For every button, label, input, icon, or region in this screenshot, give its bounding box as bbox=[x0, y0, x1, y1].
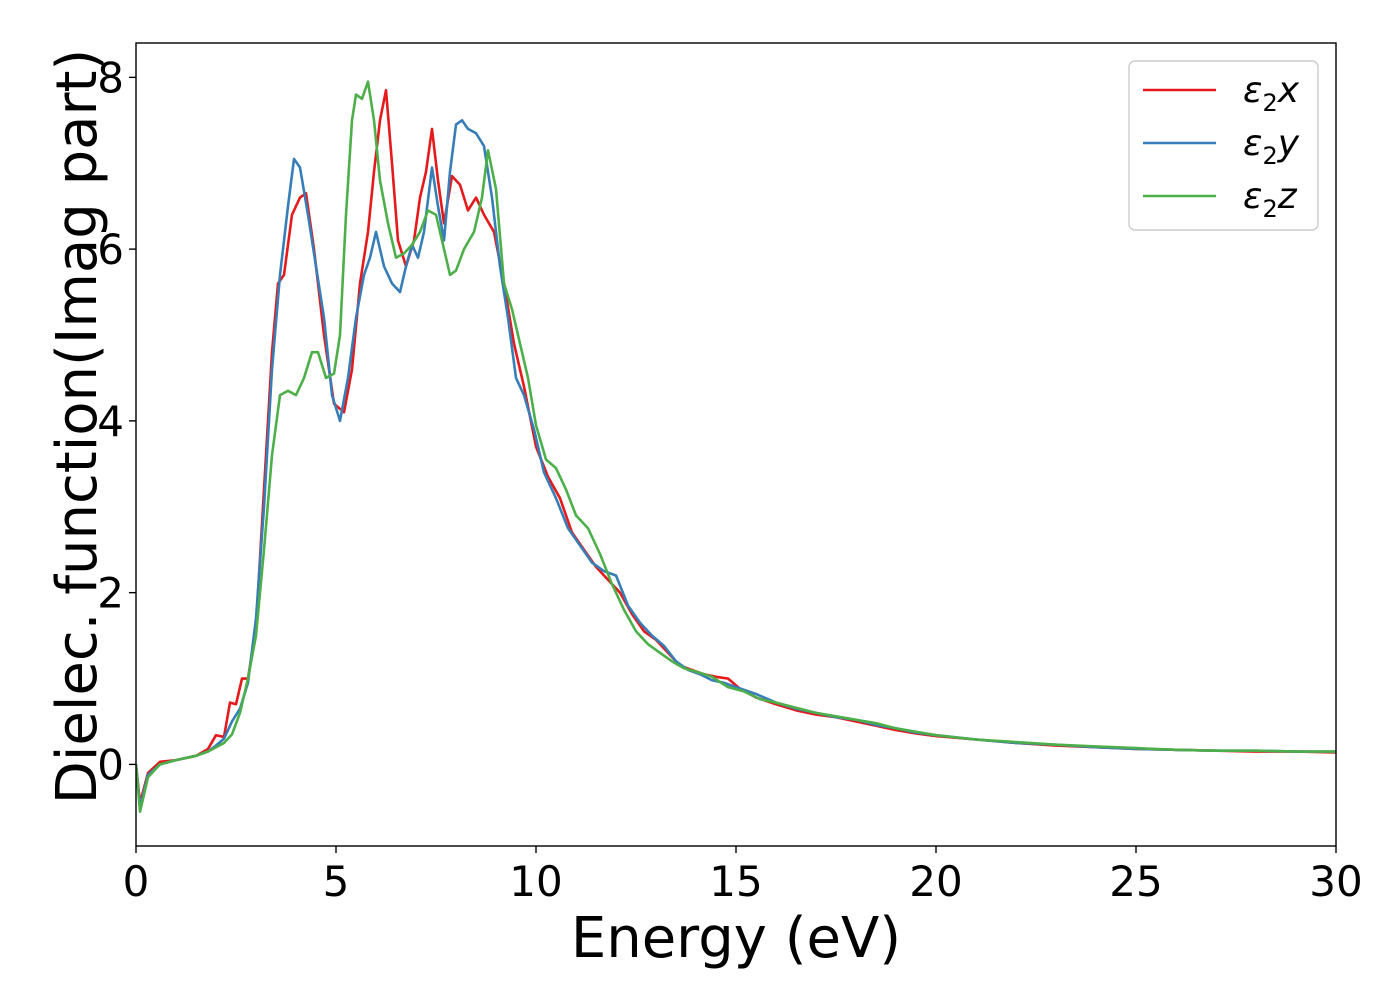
legend-label: ε2y bbox=[1243, 123, 1300, 170]
legend-entry-z: ε2z bbox=[1143, 176, 1298, 223]
x-axis-title: Energy (eV) bbox=[571, 906, 901, 971]
legend-label: ε2z bbox=[1243, 176, 1298, 223]
y-tick-label: 8 bbox=[97, 53, 124, 102]
y-tick-label: 6 bbox=[97, 225, 124, 274]
x-tick-label: 0 bbox=[123, 857, 150, 906]
legend-label: ε2x bbox=[1243, 70, 1300, 117]
ticks-layer: 0 5 10 15 20 25 30 0 2 4 6 8 bbox=[97, 53, 1362, 906]
x-tick-label: 25 bbox=[1109, 857, 1162, 906]
legend: ε2x ε2y ε2z bbox=[1128, 60, 1319, 231]
legend-entry-y: ε2y bbox=[1143, 123, 1300, 170]
series-line-z bbox=[136, 80, 1336, 813]
legend-box bbox=[1128, 60, 1319, 231]
y-axis-title: Dielec. function(Imag part) bbox=[45, 49, 110, 805]
y-tick-label: 4 bbox=[97, 397, 124, 446]
y-tick-label: 2 bbox=[97, 569, 124, 618]
x-tick-label: 10 bbox=[509, 857, 562, 906]
legend-entry-x: ε2x bbox=[1143, 70, 1300, 117]
x-tick-label: 5 bbox=[323, 857, 350, 906]
x-tick-label: 30 bbox=[1309, 857, 1362, 906]
y-tick-label: 0 bbox=[97, 740, 124, 789]
series-layer bbox=[136, 80, 1336, 813]
x-tick-label: 15 bbox=[709, 857, 762, 906]
x-tick-label: 20 bbox=[909, 857, 962, 906]
